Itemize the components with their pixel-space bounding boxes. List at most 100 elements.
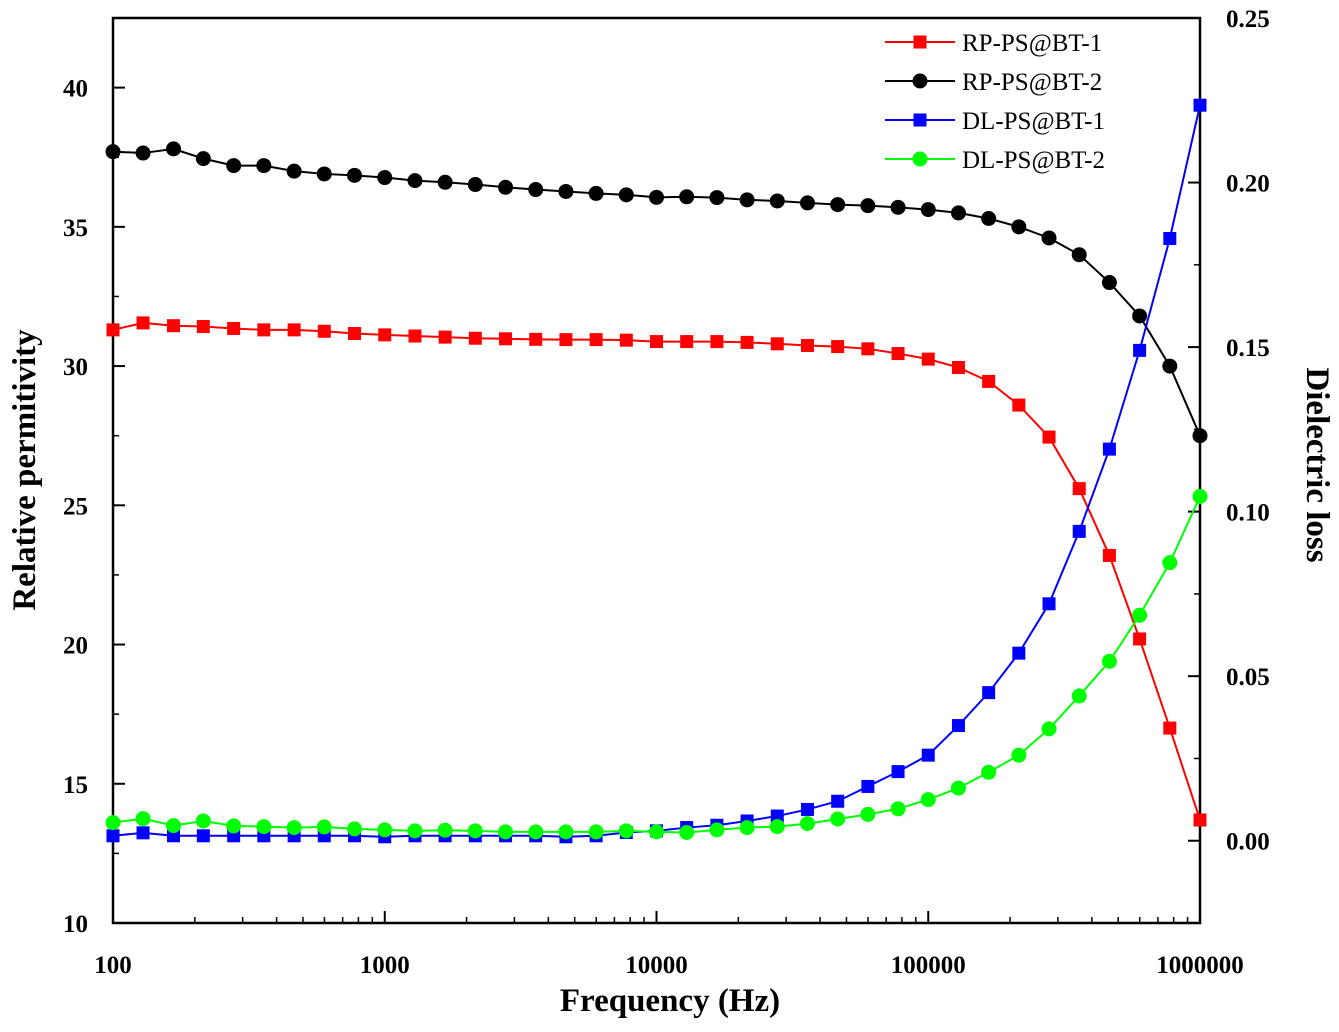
legend-item: RP-PS@BT-1 [885,30,1102,57]
data-point [589,333,603,347]
data-point [800,338,814,352]
data-point [860,198,876,214]
data-point [890,801,906,817]
data-point [1163,231,1177,245]
series-dl-ps-bt-2 [105,488,1208,840]
data-point [861,342,875,356]
data-point [407,823,423,839]
data-point [1072,482,1086,496]
data-point [528,824,544,840]
data-point [407,173,423,189]
data-point [921,352,935,366]
data-point [1101,275,1117,291]
data-point [558,183,574,199]
legend-item: DL-PS@BT-1 [885,108,1105,135]
data-point [891,765,905,779]
y2-tick-label: 0.05 [1226,664,1270,691]
axes: 100 1000 10000 100000 1000000 10 15 20 25 30 35 40 0… [63,6,1270,979]
legend-marker [913,35,927,49]
series-rp-ps-bt-1 [106,316,1207,827]
data-point [1011,219,1027,235]
data-point [769,819,785,835]
data-point [377,822,393,838]
data-point [1162,358,1178,374]
data-point [499,332,513,346]
data-point [588,185,604,201]
x-tick-label: 100000 [891,952,966,979]
data-point [951,360,965,374]
data-point [740,335,754,349]
series-group [105,98,1208,844]
data-point [890,199,906,215]
y-tick-label: 30 [63,354,88,381]
series-rp-ps-bt-2 [105,141,1208,444]
data-point [680,335,694,349]
data-point [1012,398,1026,412]
legend-label: RP-PS@BT-1 [962,30,1102,57]
y2-tick-label: 0.00 [1226,829,1270,856]
data-point [195,151,211,167]
data-point [618,823,634,839]
data-point [1163,721,1177,735]
series-line [112,496,1201,834]
data-point [1192,428,1208,444]
data-point [831,340,845,354]
data-point [286,820,302,836]
data-point [891,347,905,361]
legend-label: DL-PS@BT-1 [962,108,1105,135]
data-point [348,326,362,340]
data-point [106,323,120,337]
y-tick-label: 40 [63,76,88,103]
legend-label: DL-PS@BT-2 [962,147,1105,174]
data-point [136,826,150,840]
y-tick-label: 10 [63,911,88,938]
x-tick-label: 100 [94,952,132,979]
data-point [559,333,573,347]
x-tick-label: 1000000 [1156,952,1244,979]
data-point [1133,632,1147,646]
data-point [1012,646,1026,660]
data-point [558,824,574,840]
data-point [951,719,965,733]
y2-tick-label: 0.10 [1226,500,1270,527]
legend-marker [913,113,927,127]
data-point [378,328,392,342]
data-point [317,324,331,338]
data-point [437,822,453,838]
y2-tick-label: 0.15 [1226,335,1270,362]
series-line [112,321,1201,821]
data-point [709,822,725,838]
data-point [196,829,210,843]
data-point [1042,430,1056,444]
data-point [316,166,332,182]
data-point [227,321,241,335]
data-point [347,167,363,183]
y2-tick-label: 0.25 [1226,6,1270,33]
data-point [1133,343,1147,357]
data-point [136,316,150,330]
data-point [256,819,272,835]
data-point [1102,548,1116,562]
data-point [1101,653,1117,669]
data-point [1192,488,1208,504]
data-point [650,335,663,349]
data-point [498,824,514,840]
data-point [1132,607,1148,623]
data-point [498,179,514,195]
data-point [831,794,845,808]
data-point [105,815,121,831]
data-point [649,189,664,205]
data-point [800,802,814,816]
data-point [921,748,935,762]
y2-axis-title: Dielectric loss [1299,367,1335,562]
legend-marker [912,73,928,89]
data-point [408,329,422,343]
data-point [739,192,755,208]
x-axis-title: Frequency (Hz) [560,983,780,1019]
data-point [830,197,846,213]
data-point [167,319,181,333]
data-point [649,824,664,840]
data-point [799,195,815,211]
data-point [468,331,482,345]
data-point [195,813,211,829]
